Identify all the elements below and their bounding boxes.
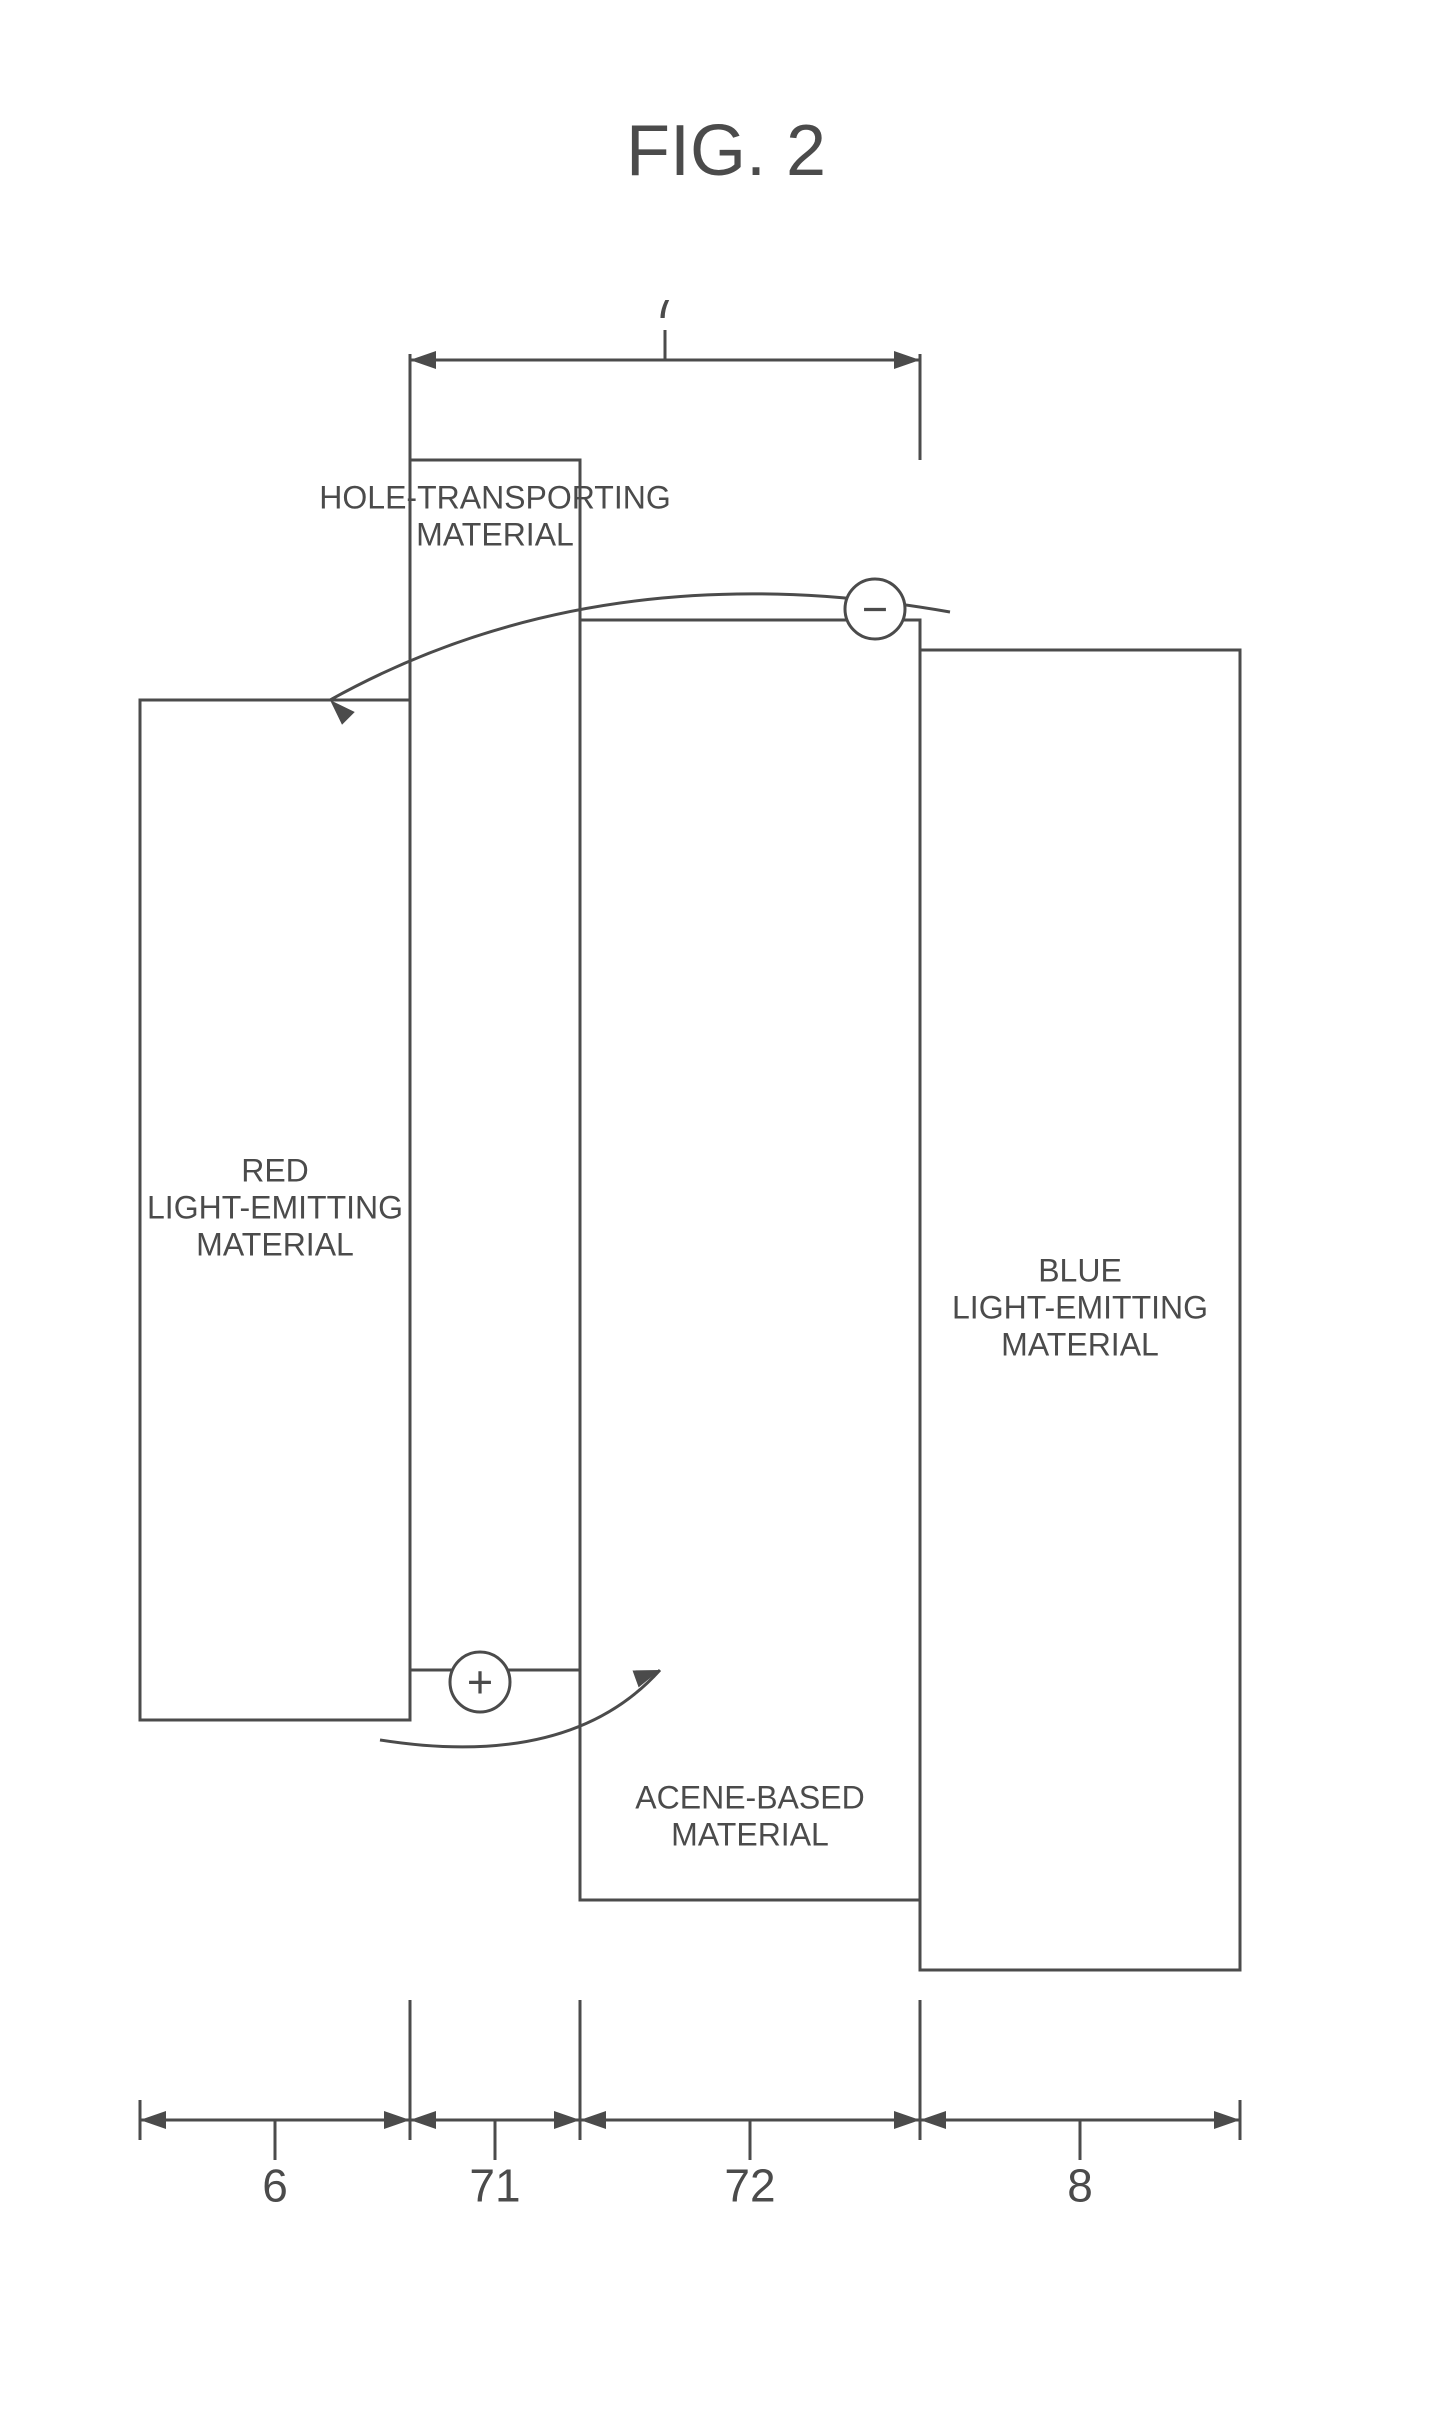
figure-title: FIG. 2: [0, 110, 1452, 192]
box-htm: [410, 460, 580, 1670]
dim-bottom-label-6: 6: [262, 2159, 288, 2211]
electron-symbol: −: [862, 584, 888, 635]
box-blue-label-line: LIGHT-EMITTING: [952, 1289, 1208, 1325]
box-red-label-line: MATERIAL: [196, 1226, 354, 1262]
box-acene: [580, 620, 920, 1900]
box-blue-label-line: BLUE: [1038, 1253, 1122, 1289]
hole-symbol: +: [467, 1657, 493, 1708]
box-htm-label-line: MATERIAL: [416, 516, 574, 552]
box-htm-label-line: HOLE-TRANSPORTING: [319, 479, 670, 515]
dim-bottom-label-72: 72: [724, 2159, 775, 2211]
figure-page: FIG. 2 REDLIGHT-EMITTINGMATERIALHOLE-TRA…: [0, 0, 1452, 2424]
hole-path: [380, 1670, 660, 1747]
dim-bottom-label-8: 8: [1067, 2159, 1093, 2211]
box-red-label-line: LIGHT-EMITTING: [147, 1189, 403, 1225]
box-red-label-line: RED: [241, 1153, 309, 1189]
dim-top-label: 7: [652, 300, 678, 328]
box-acene-label-line: ACENE-BASED: [635, 1779, 864, 1815]
diagram-svg-container: REDLIGHT-EMITTINGMATERIALHOLE-TRANSPORTI…: [100, 300, 1352, 2350]
energy-diagram: REDLIGHT-EMITTINGMATERIALHOLE-TRANSPORTI…: [100, 300, 1352, 2350]
dim-bottom-label-71: 71: [469, 2159, 520, 2211]
box-blue-label-line: MATERIAL: [1001, 1326, 1159, 1362]
box-acene-label-line: MATERIAL: [671, 1816, 829, 1852]
